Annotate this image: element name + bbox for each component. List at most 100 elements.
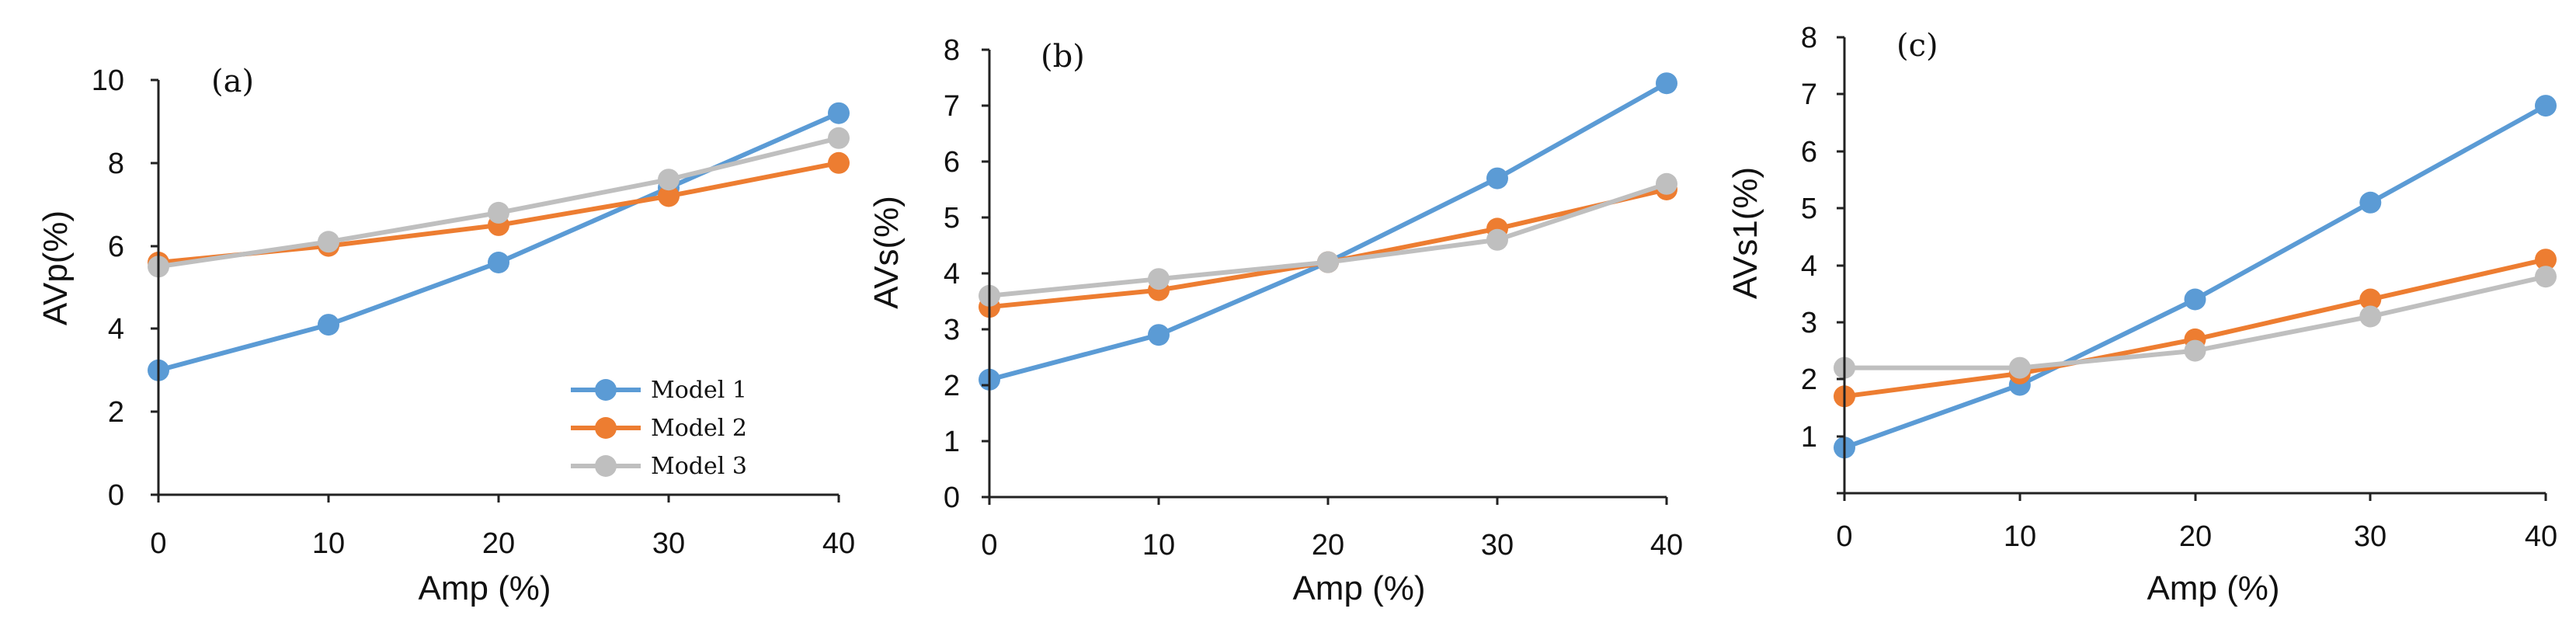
panel-c-xtick-label: 20 <box>2179 520 2212 553</box>
legend-item-model-3: Model 3 <box>571 453 747 480</box>
panel-a-point-model-1 <box>488 252 509 273</box>
panel-c-y-ticks: 1 2 3 4 5 6 7 8 <box>1801 22 1844 495</box>
panel-b-y-ticks: 0 1 2 3 4 5 6 7 8 <box>944 34 989 514</box>
panel-a-xtick-label: 40 <box>822 527 855 560</box>
panel-a-xtick-label: 0 <box>150 527 166 560</box>
panel-c-marks <box>1834 95 2557 459</box>
panel-b-x-axis-title: Amp (%) <box>1292 569 1425 607</box>
legend-item-model-1: Model 1 <box>571 377 747 404</box>
panel-a-xtick-label: 20 <box>482 527 515 560</box>
panel-c-ytick-label: 6 <box>1801 136 1817 169</box>
panel-b-series-line-model-1 <box>989 81 1668 382</box>
panel-b-x-ticks: 0 10 20 30 40 <box>981 497 1683 562</box>
panel-a-xtick-label: 30 <box>652 527 685 560</box>
panel-a-series-line-model-1 <box>158 110 840 373</box>
panel-b: 0 1 2 3 4 5 6 7 8 0 10 20 30 40 Amp (%) … <box>867 34 1683 607</box>
panel-b-ytick-label: 7 <box>944 90 960 123</box>
panel-a-ytick-label: 8 <box>108 148 124 180</box>
legend: Model 1 Model 2 Model 3 <box>571 377 747 480</box>
legend-item-model-2: Model 2 <box>571 415 747 442</box>
panel-c-axes <box>1843 37 2546 495</box>
panel-c-ytick-label: 4 <box>1801 250 1817 283</box>
panel-c-point-model-3 <box>2535 266 2557 288</box>
panel-b-xtick-label: 0 <box>981 529 997 562</box>
panel-b-ytick-label: 8 <box>944 34 960 67</box>
legend-label: Model 1 <box>651 377 747 404</box>
panel-c-ytick-label: 1 <box>1801 421 1817 454</box>
panel-a-ytick-label: 2 <box>108 396 124 429</box>
panel-c-point-model-1 <box>2359 191 2382 214</box>
panel-c-point-model-1 <box>2535 95 2557 117</box>
panel-b-series-line-model-3 <box>989 181 1667 298</box>
panel-a-point-model-3 <box>828 127 850 149</box>
legend-label: Model 3 <box>651 453 747 480</box>
panel-a-point-model-3 <box>488 201 509 224</box>
panel-c-x-ticks: 0 10 20 30 40 <box>1836 493 2557 553</box>
panel-b-xtick-label: 10 <box>1142 529 1175 562</box>
panel-a-ytick-label: 6 <box>108 231 124 263</box>
panel-a-point-model-3 <box>658 169 680 191</box>
panel-c-ytick-label: 8 <box>1801 22 1817 54</box>
panel-b-ytick-label: 5 <box>944 202 960 235</box>
panel-a-ytick-label: 4 <box>108 313 124 346</box>
panel-a-point-model-1 <box>318 314 339 336</box>
panel-a-marks <box>148 102 850 381</box>
panel-c-xtick-label: 40 <box>2525 520 2557 553</box>
panel-c-tag: (c) <box>1896 28 1938 64</box>
panel-b-series-line-model-2 <box>989 187 1667 310</box>
panel-b-ytick-label: 2 <box>944 370 960 402</box>
panel-c-y-axis-title: AVs1(%) <box>1726 167 1764 299</box>
panel-b-point-model-1 <box>1656 72 1677 95</box>
panel-a-ytick-label: 10 <box>92 64 124 97</box>
panel-b-ytick-label: 3 <box>944 314 960 346</box>
legend-swatch-marker <box>595 417 617 439</box>
panel-c-xtick-label: 0 <box>1836 520 1852 553</box>
panel-c-ytick-label: 7 <box>1801 78 1817 111</box>
panel-b-tag: (b) <box>1041 39 1085 75</box>
panel-c-point-model-3 <box>2008 356 2031 379</box>
panel-c-point-model-3 <box>2359 305 2382 328</box>
panel-b-axes <box>988 50 1667 499</box>
panel-b-ytick-label: 4 <box>944 258 960 290</box>
panel-b-ytick-label: 6 <box>944 146 960 179</box>
panel-c-ytick-label: 5 <box>1801 193 1817 225</box>
panel-c-point-model-2 <box>2359 288 2382 311</box>
panel-b-xtick-label: 30 <box>1481 529 1514 562</box>
panel-a: 0 2 4 6 8 10 0 10 20 30 40 Amp (%) AVp(%… <box>37 64 855 607</box>
panel-c-point-model-3 <box>2184 339 2206 362</box>
panel-c-series-line-model-1 <box>1843 103 2547 450</box>
panel-c-x-axis-title: Amp (%) <box>2147 569 2279 607</box>
panel-b-point-model-3 <box>1656 172 1677 195</box>
panel-c-xtick-label: 10 <box>2004 520 2036 553</box>
panel-a-point-model-1 <box>828 102 850 124</box>
legend-swatch-marker <box>595 379 617 401</box>
panel-c: 1 2 3 4 5 6 7 8 0 10 20 30 40 Amp (%) AV… <box>1726 22 2557 607</box>
panel-b-ytick-label: 1 <box>944 426 960 458</box>
panel-a-point-model-2 <box>828 151 850 174</box>
panel-b-ytick-label: 0 <box>944 482 960 514</box>
panel-b-point-model-3 <box>1317 251 1339 273</box>
panel-a-point-model-2 <box>658 185 680 207</box>
panel-a-ytick-label: 0 <box>108 479 124 512</box>
panel-b-point-model-3 <box>1486 228 1508 251</box>
panel-a-y-ticks: 0 2 4 6 8 10 <box>92 64 158 512</box>
panel-a-x-axis-title: Amp (%) <box>418 569 551 607</box>
legend-label: Model 2 <box>651 415 747 442</box>
panel-c-point-model-2 <box>2535 249 2557 271</box>
panel-c-series-line-model-2 <box>1844 257 2546 399</box>
panel-b-xtick-label: 40 <box>1650 529 1683 562</box>
panel-b-point-model-1 <box>1486 167 1508 190</box>
panel-b-xtick-label: 20 <box>1312 529 1344 562</box>
panel-b-y-axis-title: AVs(%) <box>867 196 906 309</box>
panel-a-xtick-label: 10 <box>312 527 345 560</box>
panel-a-y-axis-title: AVp(%) <box>37 210 75 325</box>
legend-swatch-marker <box>595 455 617 477</box>
panel-c-point-model-1 <box>2184 288 2206 311</box>
panel-c-xtick-label: 30 <box>2354 520 2387 553</box>
panel-a-x-ticks: 0 10 20 30 40 <box>150 495 855 560</box>
panel-a-tag: (a) <box>211 64 254 99</box>
panel-c-ytick-label: 3 <box>1801 307 1817 339</box>
panel-b-point-model-3 <box>1148 268 1170 290</box>
panel-b-marks <box>979 72 1677 391</box>
